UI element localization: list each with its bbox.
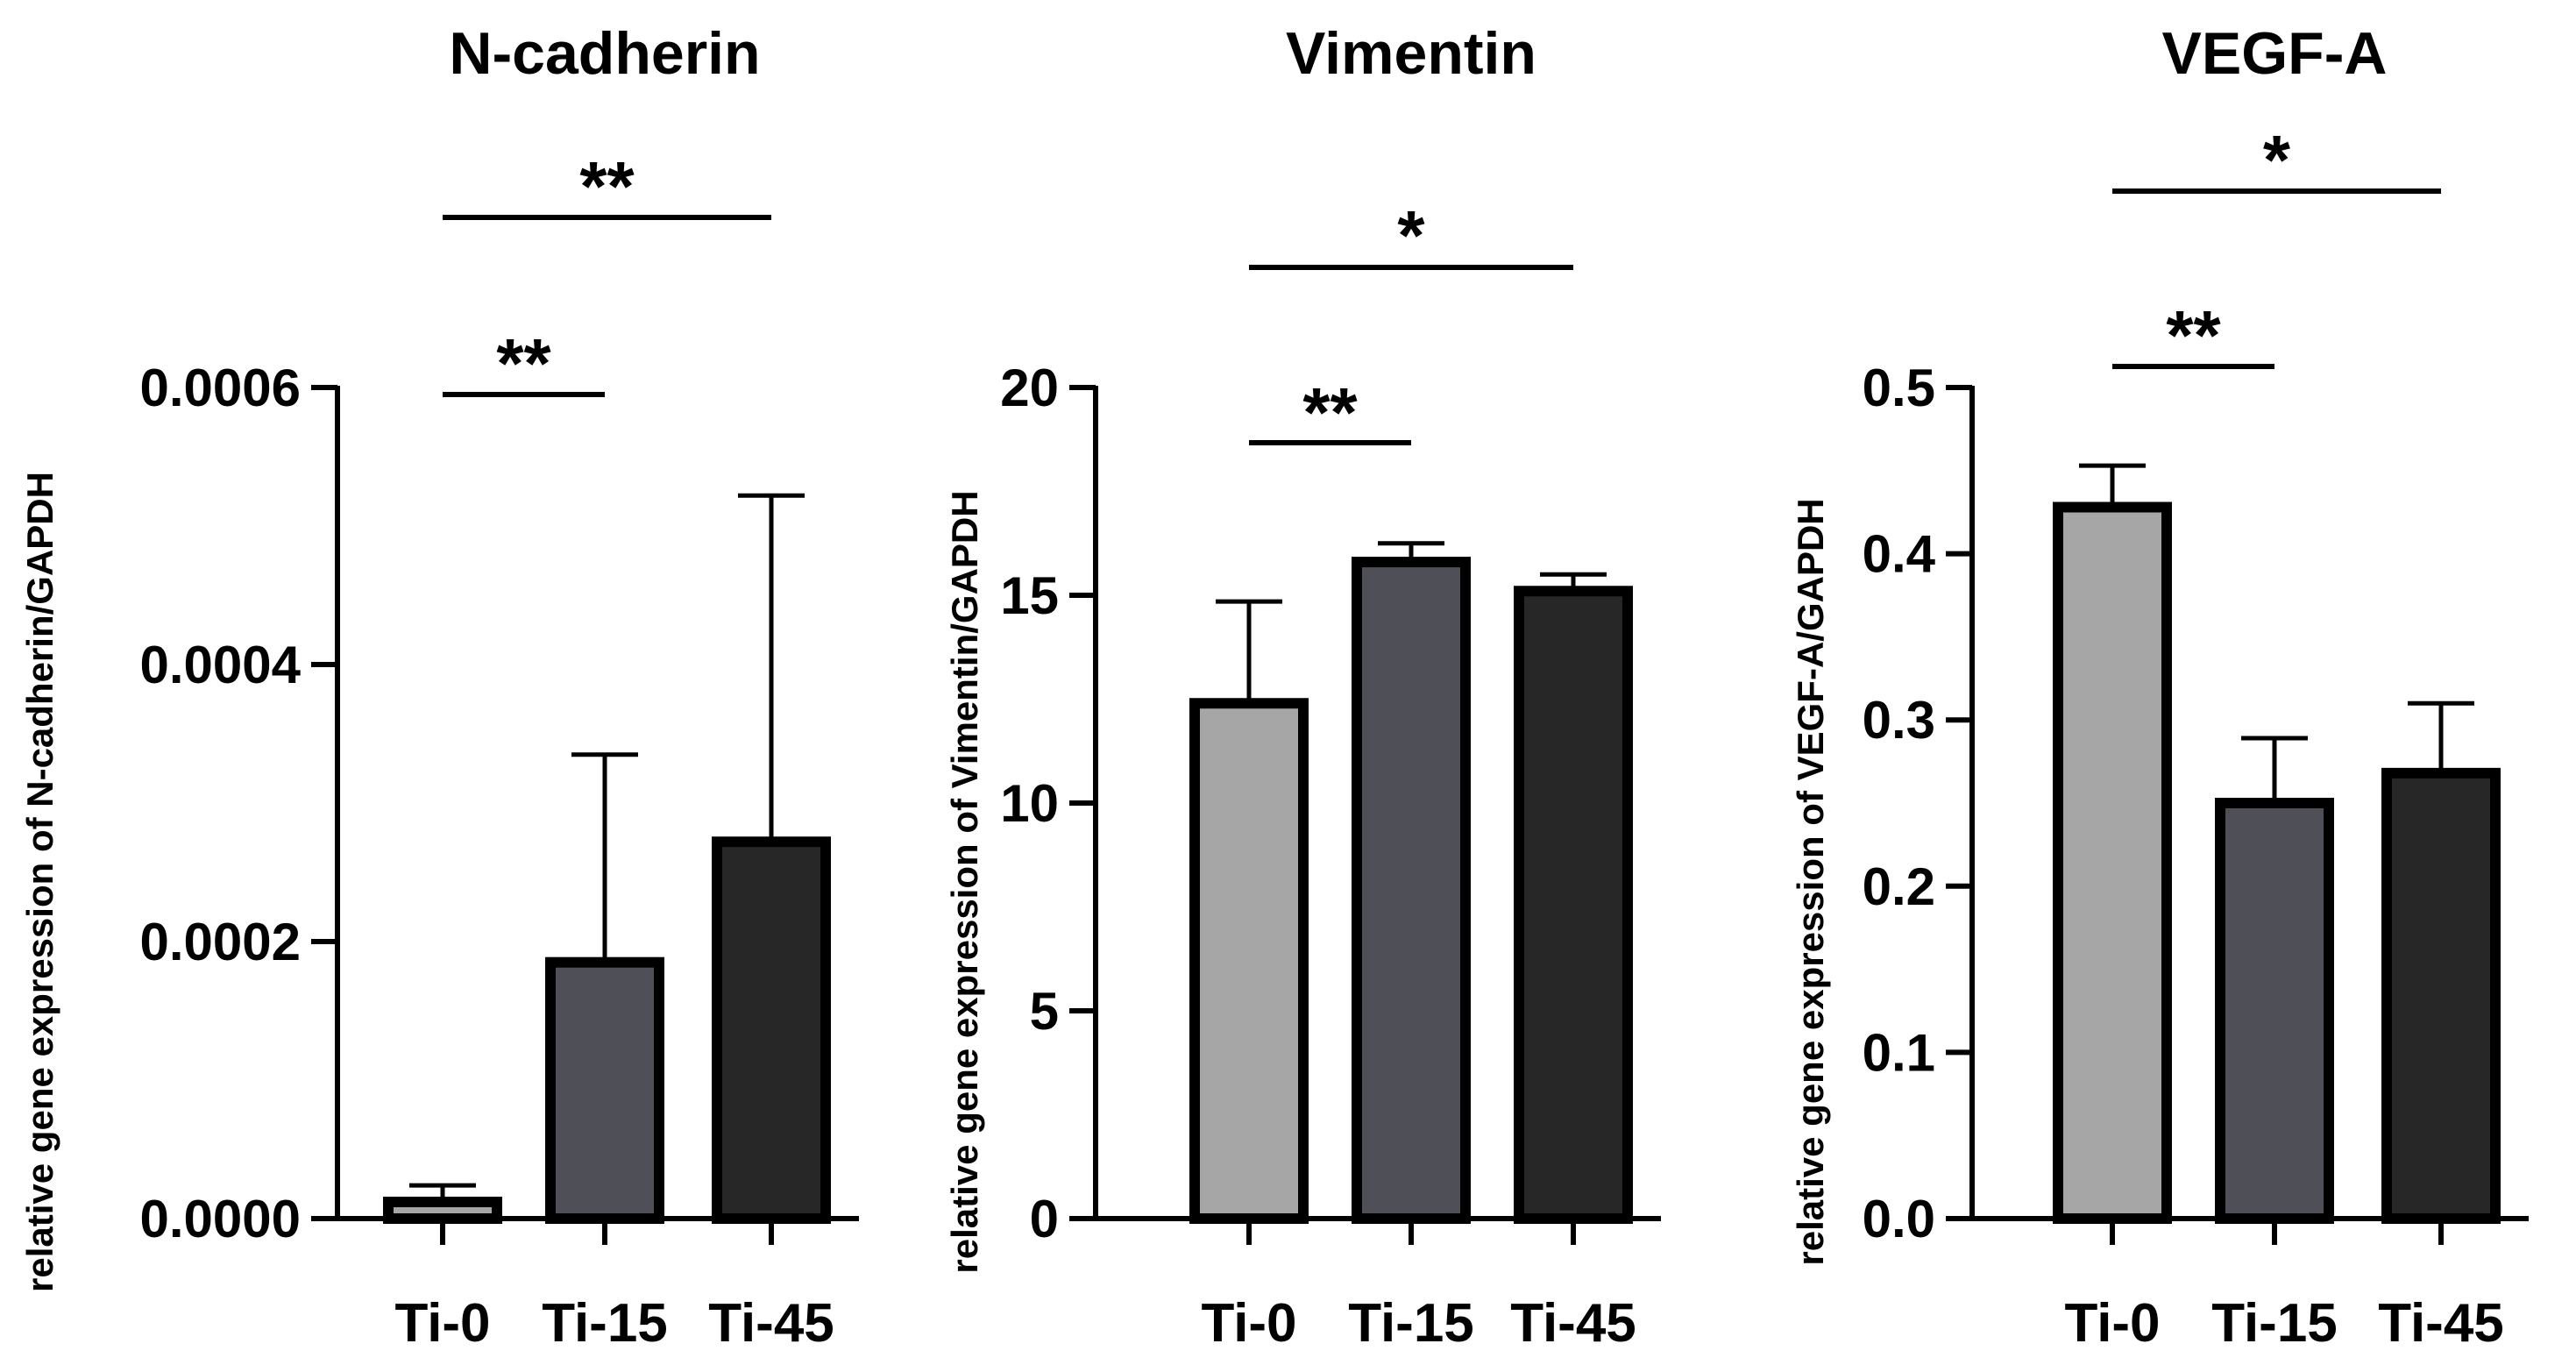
- y-tick-label: 15: [1000, 566, 1059, 625]
- y-tick-label: 0.0004: [139, 636, 301, 694]
- y-axis-label: relative gene expression of N-cadherin/G…: [19, 472, 60, 1292]
- chart-title: VEGF-A: [2162, 20, 2388, 87]
- bar-ti-45: [712, 836, 831, 1224]
- bar-ti-45: [1514, 586, 1633, 1224]
- significance-label: **: [496, 324, 551, 402]
- y-tick-label: 0.0006: [139, 359, 301, 417]
- bar-ti-0: [1189, 698, 1309, 1224]
- y-tick-label: 0.2: [1863, 857, 1935, 916]
- y-tick-label: 0.4: [1863, 525, 1936, 584]
- y-tick-label: 0.0000: [139, 1190, 301, 1248]
- x-tick-label-ti-15: Ti-15: [2211, 1293, 2338, 1354]
- bar-ti-45: [2381, 767, 2501, 1224]
- chart-panel-vimentin: Vimentin relative gene expression of Vime…: [944, 20, 1661, 1354]
- significance-label: **: [2166, 296, 2221, 374]
- significance-label: *: [1397, 196, 1425, 274]
- bar-ti-15: [545, 956, 664, 1224]
- x-tick-label-ti-0: Ti-0: [394, 1293, 490, 1354]
- y-tick-label: 20: [1000, 359, 1059, 417]
- y-tick-label: 0.0002: [139, 913, 301, 971]
- chart-panel-n-cadherin: N-cadherin relative gene expression of N-…: [19, 20, 859, 1354]
- bar-ti-15: [1352, 557, 1471, 1224]
- x-tick-label-ti-0: Ti-0: [2064, 1293, 2160, 1354]
- x-tick-label-ti-15: Ti-15: [542, 1293, 668, 1354]
- bar-ti-0: [2053, 501, 2172, 1224]
- significance-label: **: [579, 147, 635, 225]
- chart-title: N-cadherin: [449, 20, 760, 87]
- x-tick-label-ti-45: Ti-45: [1510, 1293, 1636, 1354]
- y-axis-label: relative gene expression of VEGF-A/GAPDH: [1790, 498, 1831, 1265]
- y-tick-label: 0.5: [1863, 359, 1935, 417]
- chart-title: Vimentin: [1286, 20, 1536, 87]
- y-tick-label: 0.1: [1863, 1023, 1935, 1082]
- x-tick-label-ti-45: Ti-45: [708, 1293, 834, 1354]
- chart-panel-vegf-a: VEGF-A relative gene expression of VEGF-A…: [1790, 20, 2529, 1354]
- bar-ti-15: [2215, 798, 2334, 1224]
- x-tick-label-ti-0: Ti-0: [1201, 1293, 1296, 1354]
- y-tick-label: 0: [1030, 1190, 1059, 1248]
- y-tick-label: 5: [1030, 982, 1059, 1041]
- x-tick-label-ti-45: Ti-45: [2378, 1293, 2504, 1354]
- y-tick-label: 0.0: [1863, 1190, 1935, 1248]
- x-tick-label-ti-15: Ti-15: [1348, 1293, 1474, 1354]
- significance-label: **: [1302, 373, 1358, 451]
- significance-label: *: [2263, 121, 2291, 199]
- y-tick-label: 10: [1000, 774, 1059, 833]
- y-axis-label: relative gene expression of Vimentin/GAP…: [944, 490, 985, 1273]
- y-tick-label: 0.3: [1863, 691, 1935, 750]
